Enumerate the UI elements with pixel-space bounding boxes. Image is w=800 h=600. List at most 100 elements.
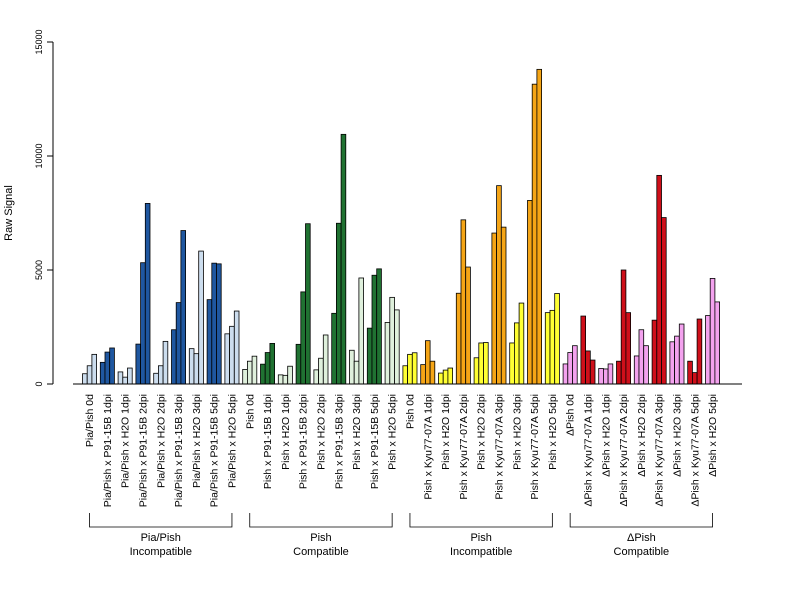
x-tick-label: Pish x Kyu77-07A 5dpi [529,394,541,500]
bar [82,373,88,385]
bar [696,318,703,385]
bar [424,340,431,385]
bar [384,322,391,385]
bar [86,365,93,385]
bar [500,226,507,385]
bar [295,343,302,385]
group-sublabel: Incompatible [450,546,512,558]
bar [567,352,573,385]
x-tick-label: Pia/Pish x P91-15B 5dpi [209,394,221,507]
x-tick-label: Pish x P91-15B 5dpi [369,394,381,489]
bar [603,368,609,385]
y-axis: 0 5000 10000 15000 [34,29,54,387]
bar [287,365,293,385]
x-tick-label: Pish x H2O 3dpi [351,394,363,470]
bar [692,372,698,385]
bar [536,68,543,385]
bar [233,310,240,385]
bars [82,68,721,385]
bar [171,329,177,385]
bar [127,367,133,385]
group-sublabel: Incompatible [130,546,192,558]
bar [109,347,115,385]
x-tick-label: Pia/Pish 0d [84,394,96,447]
bar [549,309,556,385]
bar [420,364,426,385]
group-bracket [569,513,713,528]
y-axis-label: Raw Signal [3,185,15,241]
bar [656,174,662,385]
bar [376,268,382,385]
x-tick-label: ΔPish x Kyu77-07A 5dpi [689,394,701,507]
bar [585,350,591,385]
bar [455,292,462,385]
bar [246,360,253,385]
bar [211,262,217,385]
bar [117,371,124,385]
y-tick-label: 0 [34,381,44,386]
bar [598,368,604,385]
bar [709,278,716,385]
x-tick-label: Pish x H2O 1dpi [280,394,292,470]
bar [229,325,235,385]
group-label: Pish [470,532,491,544]
bar [340,133,347,385]
bar [193,353,200,385]
x-tick-label: Pish x P91-15B 2dpi [298,394,310,489]
bar [674,335,680,385]
bar [300,291,306,385]
bar [394,309,400,385]
bar [322,334,329,385]
bar [669,341,676,385]
group-label: Pish [310,532,331,544]
bar [651,319,658,385]
bar [260,363,266,385]
bar [442,369,449,385]
bar [216,263,222,385]
bar [198,250,204,385]
bar [411,352,418,385]
bar [620,269,627,385]
bar [562,363,569,385]
bar [305,223,311,385]
bar [318,357,324,385]
bar [687,360,693,385]
x-tick-label: Pish x H2O 2dpi [315,394,327,470]
bar [122,376,128,385]
bar [153,372,159,385]
group-bracket [89,513,233,528]
x-tick-label: Pish 0d [404,394,416,429]
bar [678,323,685,385]
x-tick-label: Pia/Pish x P91-15B 2dpi [137,394,149,507]
x-tick-label: Pia/Pish x H2O 2dpi [155,394,167,488]
bar [91,353,98,385]
bar [277,374,284,385]
bar [313,369,319,385]
bar [531,83,538,385]
bar [251,355,258,385]
bar [429,360,436,385]
bar [483,342,489,385]
bar [282,374,289,385]
bar [509,342,515,385]
y-tick-label: 15000 [34,29,44,54]
bar [643,345,649,385]
bar [661,217,667,385]
bar [99,361,106,385]
bar [353,360,360,385]
group-label: Pia/Pish [141,532,181,544]
bar [514,322,520,385]
bar [478,342,484,385]
bar [465,266,471,385]
x-tick-label: Pia/Pish x H2O 3dpi [191,394,203,488]
x-tick-labels: Pia/Pish 0d Pia/Pish x P91-15B 1dpi Pia/Pi… [84,394,719,507]
bar [264,352,271,385]
x-tick-label: Pia/Pish x P91-15B 1dpi [102,394,114,507]
bar [180,230,186,385]
x-tick-label: Pish x H2O 1dpi [440,394,452,470]
bar [224,333,230,385]
x-tick-label: Pia/Pish x H2O 1dpi [120,394,132,488]
group-sublabel: Compatible [293,546,349,558]
bar [135,343,141,385]
x-tick-label: Pish x P91-15B 3dpi [333,394,345,489]
